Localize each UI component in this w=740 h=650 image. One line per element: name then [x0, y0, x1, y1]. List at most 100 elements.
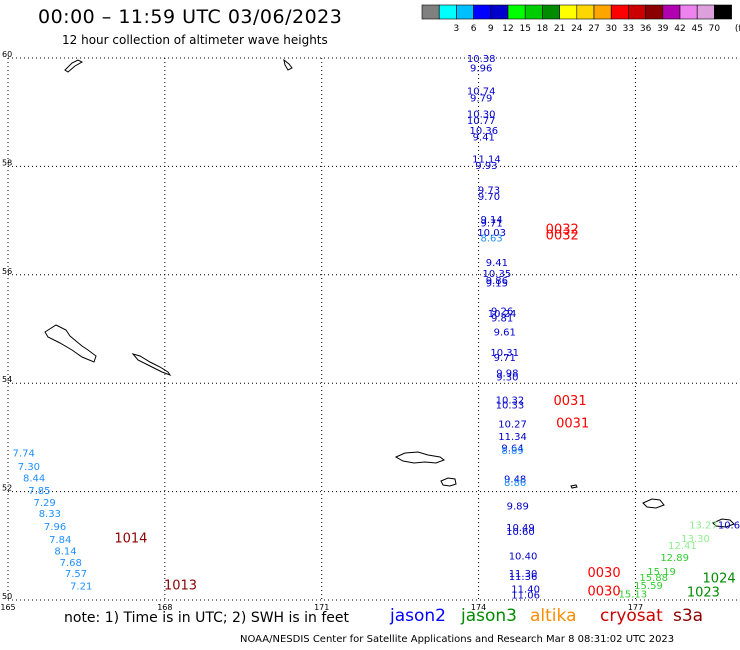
- pass-time-label: 0032: [546, 229, 579, 244]
- legend-tick-label: 42: [674, 24, 685, 34]
- pass-time-label: 0030: [588, 585, 621, 600]
- coastline-segment: [394, 451, 446, 464]
- wave-height-label: 9.61: [494, 328, 516, 339]
- footer-note: note: 1) Time is in UTC; 2) SWH is in fe…: [64, 610, 350, 626]
- map-subtitle: 12 hour collection of altimeter wave hei…: [62, 33, 328, 47]
- coastline-segment: [440, 477, 457, 487]
- wave-height-label: 7.57: [65, 569, 87, 580]
- wave-height-label: 7.68: [60, 558, 82, 569]
- lat-tick-label: 52: [2, 484, 12, 493]
- graticule: [7, 57, 740, 601]
- wave-height-label: 9.98: [496, 369, 518, 380]
- mission-jason3: jason3: [461, 606, 517, 626]
- lat-tick-label: 56: [2, 267, 12, 276]
- wave-height-label: 9.86: [486, 276, 508, 287]
- wave-height-label: 11.34: [498, 432, 527, 443]
- lon-tick-label: 174: [471, 603, 486, 612]
- wave-height-label: 10.03: [477, 228, 506, 239]
- footer-credit: NOAA/NESDIS Center for Satellite Applica…: [240, 634, 675, 645]
- wave-height-label: 11.14: [472, 155, 501, 166]
- lat-tick-label: 58: [2, 158, 12, 167]
- legend-tick-label: 21: [554, 24, 565, 34]
- mission-cryosat: cryosat: [600, 606, 663, 626]
- wave-height-label: 10.38: [467, 54, 496, 65]
- wave-height-label: 10.32: [496, 395, 525, 406]
- legend-unit-label: (ft): [735, 24, 740, 34]
- legend-swatch: [714, 4, 732, 20]
- lat-tick-label: 60: [2, 50, 12, 59]
- wave-height-observations: 10.389.9610.749.7910.3010.7710.369.4111.…: [13, 54, 740, 602]
- pass-time-label: 1013: [164, 579, 197, 594]
- wave-height-label: 10.33: [496, 401, 525, 412]
- wave-height-label: 7.30: [18, 462, 40, 473]
- wave-height-label: 13.27: [689, 520, 718, 531]
- mission-jason2: jason2: [390, 606, 446, 626]
- pass-time-label: 1024: [703, 572, 736, 587]
- map-title: 00:00 – 11:59 UTC 03/06/2023: [38, 6, 343, 28]
- wave-height-label: 7.85: [28, 486, 50, 497]
- legend-tick-label: 12: [502, 24, 513, 34]
- legend-tick-label: 3: [454, 24, 460, 34]
- wave-height-label: 15.19: [647, 567, 676, 578]
- coastline-segment: [283, 58, 293, 71]
- wave-height-label: 10.77: [467, 116, 496, 127]
- wave-height-label: 9.70: [478, 192, 500, 203]
- wave-height-label: 12.41: [668, 541, 697, 552]
- wave-height-label: 9.79: [470, 93, 492, 104]
- mission-s3a: s3a: [673, 606, 704, 626]
- coastline: [44, 58, 735, 528]
- wave-height-label: 7.84: [49, 535, 71, 546]
- axis-tick-labels: 60 58 56 54 52 50 165 168 171 174 177: [0, 50, 643, 612]
- wave-height-label: 10.49: [506, 523, 535, 534]
- wave-height-label: 11.40: [511, 584, 540, 595]
- lat-tick-label: 50: [2, 592, 12, 601]
- wave-height-label: 10.74: [467, 86, 496, 97]
- pass-time-label: 1014: [114, 532, 147, 547]
- pass-time-label: 0030: [588, 566, 621, 581]
- coastline-segment: [64, 59, 84, 73]
- wave-height-label: 9.73: [478, 186, 500, 197]
- pass-time-label: 0031: [556, 417, 589, 432]
- legend-tick-label: 18: [537, 24, 549, 34]
- wave-height-label: 11.36: [509, 572, 538, 583]
- legend-tick-label: 70: [709, 24, 721, 34]
- lon-tick-label: 168: [157, 603, 172, 612]
- pass-time-label: 1023: [687, 586, 720, 601]
- wave-height-label: 8.89: [501, 446, 523, 457]
- wave-height-label: 9.64: [501, 443, 523, 454]
- lat-tick-label: 54: [2, 375, 12, 384]
- wave-height-label: 11.30: [509, 569, 538, 580]
- legend-tick-label: 27: [588, 24, 599, 34]
- wave-height-label: 13.30: [681, 534, 710, 545]
- wave-height-label: 7.29: [33, 498, 55, 509]
- mission-altika: altika: [530, 606, 577, 626]
- wave-height-label: 9.15: [486, 279, 508, 290]
- wave-height-label: 9.14: [481, 215, 503, 226]
- legend-tick-label: 36: [640, 24, 652, 34]
- coastline-segment: [44, 324, 97, 363]
- legend-tick-label: 30: [605, 24, 617, 34]
- wave-height-label: 8.86: [504, 478, 526, 489]
- coastline-segment: [570, 484, 578, 489]
- wave-height-label: 9.89: [507, 501, 529, 512]
- wave-height-label: 10.35: [483, 269, 512, 280]
- legend-tick-label: 24: [571, 24, 583, 34]
- wave-height-label: 9.96: [470, 64, 492, 75]
- wave-height-label: 7.21: [70, 582, 92, 593]
- wave-height-label: 15.88: [639, 573, 668, 584]
- coastline-segment: [642, 498, 665, 509]
- wave-height-label: 9.71: [494, 353, 516, 364]
- wave-height-label: 8.33: [39, 509, 61, 520]
- wave-height-label: 7.74: [13, 448, 35, 459]
- wave-height-label: 9.41: [473, 132, 495, 143]
- legend-tick-label: 15: [519, 24, 530, 34]
- wave-height-label: 9.26: [491, 306, 513, 317]
- pass-time-label: 0032: [546, 223, 579, 238]
- wave-height-label: 15.59: [634, 581, 663, 592]
- wave-height-label: 8.63: [481, 234, 503, 245]
- wave-height-label: 9.48: [504, 474, 526, 485]
- legend-tick-label: 45: [691, 24, 702, 34]
